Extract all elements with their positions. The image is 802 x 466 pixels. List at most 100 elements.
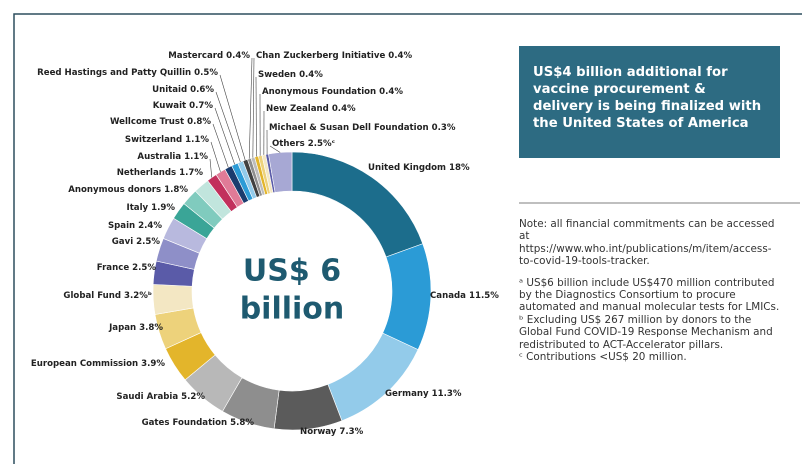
value-label: 0.4%	[299, 70, 323, 80]
category-name: Japan	[108, 323, 136, 333]
slice-label: Kuwait 0.7%	[153, 101, 214, 111]
slice-label: Unitaid 0.6%	[152, 85, 214, 95]
slice-label: Japan 3.8%	[108, 323, 163, 333]
category-name: United Kingdom	[368, 163, 446, 173]
value-label: 7.3%	[339, 427, 363, 437]
slice	[268, 151, 293, 193]
category-name: Wellcome Trust	[110, 117, 184, 127]
category-name: France	[97, 263, 130, 273]
donut	[152, 151, 432, 431]
value-label: 0.4%	[332, 104, 356, 114]
value-label: 0.6%	[190, 85, 214, 95]
leader-line	[215, 91, 241, 163]
category-name: Saudi Arabia	[116, 392, 178, 402]
category-name: Gates Foundation	[142, 418, 228, 428]
slice-label: United Kingdom 18%	[368, 163, 470, 173]
category-name: Unitaid	[152, 85, 187, 95]
center-line: billion	[240, 292, 345, 327]
slice-label: Netherlands 1.7%	[117, 168, 204, 178]
leader-line	[209, 158, 213, 178]
leader-line	[212, 123, 229, 168]
category-name: Kuwait	[153, 101, 186, 111]
notes: Note: all financial commitments can be a…	[519, 218, 784, 363]
category-name: Chan Zuckerberg Initiative	[256, 51, 385, 61]
value-label: 11.5%	[469, 291, 499, 301]
category-name: Spain	[108, 221, 135, 231]
category-name: Gavi	[112, 237, 133, 247]
value-label: 0.4%	[388, 51, 412, 61]
slice-label: Others 2.5%ᶜ	[272, 139, 336, 149]
leader-line	[269, 145, 281, 153]
slice-label: Sweden 0.4%	[258, 70, 323, 80]
category-name: Reed Hastings and Patty Quillin	[37, 68, 191, 78]
callout-box: US$4 billion additional for vaccine proc…	[519, 46, 780, 158]
value-label: 0.7%	[189, 101, 213, 111]
value-label: 3.2%ᵇ	[124, 291, 152, 301]
slice-label: Gavi 2.5%	[112, 237, 161, 247]
center-line: US$ 6	[243, 254, 341, 289]
slice	[327, 332, 419, 422]
leader-line	[248, 57, 253, 159]
value-label: 18%	[449, 163, 470, 173]
category-name: Sweden	[258, 70, 296, 80]
category-name: Mastercard	[168, 51, 223, 61]
value-label: 2.4%	[138, 221, 162, 231]
labels: United Kingdom 18% Canada 11.5% Germany 11.3%…	[31, 51, 499, 437]
value-label: 5.8%	[230, 418, 254, 428]
value-label: 3.8%	[139, 323, 163, 333]
slice-label: Anonymous donors 1.8%	[68, 185, 188, 195]
value-label: 1.1%	[184, 152, 208, 162]
note: Note: all financial commitments can be a…	[519, 218, 775, 268]
slice-label: Australia 1.1%	[137, 152, 208, 162]
value-label: 0.4%	[379, 87, 403, 97]
slice-label: Wellcome Trust 0.8%	[110, 117, 211, 127]
slice-label: Spain 2.4%	[108, 221, 162, 231]
slice-label: Saudi Arabia 5.2%	[116, 392, 205, 402]
category-name: Canada	[430, 291, 466, 301]
value-label: 0.8%	[187, 117, 211, 127]
value-label: 1.8%	[164, 185, 188, 195]
slice-label: Gates Foundation 5.8%	[142, 418, 255, 428]
category-name: Anonymous donors	[68, 185, 161, 195]
slice-label: Global Fund 3.2%ᵇ	[63, 291, 152, 301]
value-label: 5.2%	[181, 392, 205, 402]
value-label: 2.5%	[132, 263, 156, 273]
category-name: New Zealand	[266, 104, 329, 114]
slice-label: Michael & Susan Dell Foundation 0.3%	[269, 123, 456, 133]
note: ᵇ Excluding US$ 267 million by donors to…	[519, 313, 773, 351]
leader-line	[210, 141, 221, 172]
value-label: 1.7%	[179, 168, 203, 178]
slice-label: Italy 1.9%	[127, 203, 176, 213]
value-label: 2.5%ᶜ	[308, 139, 336, 149]
leader-line	[219, 74, 246, 161]
category-name: Switzerland	[125, 135, 182, 145]
slice-label: Mastercard 0.4%	[168, 51, 250, 61]
category-name: Netherlands	[117, 168, 176, 178]
category-name: Australia	[137, 152, 181, 162]
leader-line	[214, 107, 235, 165]
slice-label: Reed Hastings and Patty Quillin 0.5%	[37, 68, 218, 78]
value-label: 0.3%	[432, 123, 456, 133]
slice-label: Canada 11.5%	[430, 291, 499, 301]
slice-label: Switzerland 1.1%	[125, 135, 209, 145]
value-label: 11.3%	[432, 389, 462, 399]
category-name: Norway	[300, 427, 337, 437]
slice-label: Chan Zuckerberg Initiative 0.4%	[256, 51, 413, 61]
center-label: US$ 6 billion	[240, 254, 345, 327]
category-name: Michael & Susan Dell Foundation	[269, 123, 429, 133]
category-name: Global Fund	[63, 291, 121, 301]
value-label: 0.5%	[194, 68, 218, 78]
slice-label: France 2.5%	[97, 263, 157, 273]
slice	[382, 243, 432, 350]
value-label: 2.5%	[136, 237, 160, 247]
slice-label: Anonymous Foundation 0.4%	[262, 87, 403, 97]
category-name: Italy	[127, 203, 149, 213]
frame-border	[13, 13, 802, 464]
note: ᶜ Contributions <US$ 20 million.	[519, 351, 687, 364]
value-label: 3.9%	[141, 359, 165, 369]
slice-label: Norway 7.3%	[300, 427, 364, 437]
slice-label: Germany 11.3%	[385, 389, 462, 399]
category-name: Anonymous Foundation	[262, 87, 376, 97]
